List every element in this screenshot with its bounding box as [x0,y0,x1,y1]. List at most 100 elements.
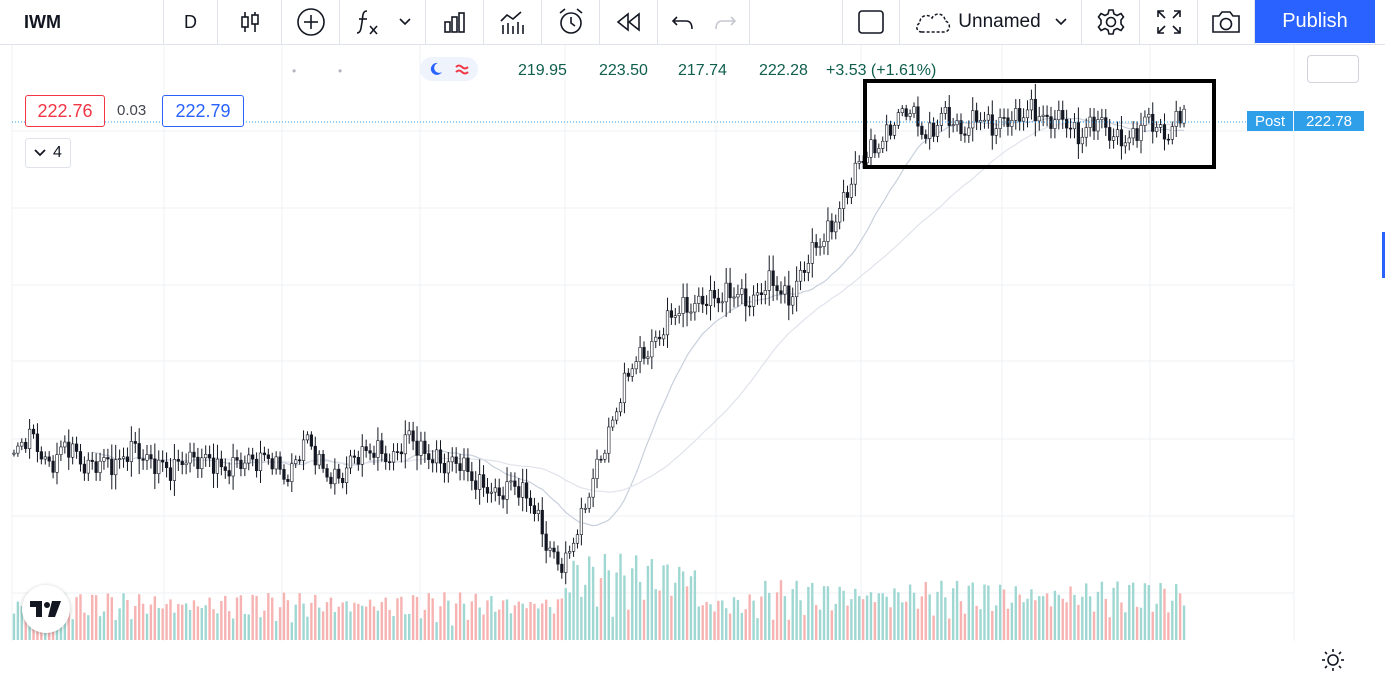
volume-bar [161,608,164,640]
volume-bar [795,580,798,640]
volume-bar [212,609,215,640]
candle [1108,118,1112,149]
interval-label: D [184,11,197,32]
layout-select-button[interactable] [842,0,900,44]
candle [149,444,153,469]
sell-button[interactable]: 222.76 [25,95,105,127]
candle [1131,121,1135,146]
volume-bar [963,613,967,640]
theme-toggle-icon[interactable] [1321,648,1345,672]
volume-bar [693,570,697,640]
volume-bar [674,582,677,640]
candle [661,327,666,346]
candle [560,557,564,579]
indicators-button[interactable] [340,0,426,44]
volume-bar [364,606,368,640]
candle [599,455,603,463]
volume-bar [177,603,180,640]
snapshot-button[interactable] [1198,0,1255,44]
grid-lines [11,45,1295,641]
candle [509,472,513,491]
volume-bar [975,605,978,640]
volume-bar [779,580,783,640]
candle [161,450,165,472]
price-chart[interactable] [0,45,1385,679]
candle [454,447,458,474]
legend-dot: • [292,64,297,78]
candle [568,545,572,559]
candle [145,444,149,470]
volume-bar [114,620,117,640]
candle [595,449,599,489]
volume-bar [869,592,873,640]
replay-button[interactable] [600,0,658,44]
symbol-search[interactable]: IWM [0,0,164,44]
volume-bar [1073,594,1076,640]
candle [356,450,360,471]
volume-bar [408,613,411,640]
candle [462,448,466,481]
volume-bar [615,572,618,640]
volume-bar [349,611,352,640]
undo-icon[interactable] [671,13,694,31]
candle [607,417,611,463]
candle [1166,133,1170,145]
candle [1049,106,1053,139]
candle [51,455,55,479]
volume-bar [513,605,517,640]
volume-bar [959,601,963,640]
volume-bar [717,600,720,640]
candle [278,451,282,475]
volume-bar [564,588,567,640]
templates-button[interactable] [426,0,484,44]
volume-bar [885,596,888,640]
volume-bar [983,584,986,640]
volume-bar [646,565,650,640]
volume-bar [916,608,920,640]
candle [399,443,403,463]
candle [341,472,345,489]
alert-button[interactable] [542,0,600,44]
candle [270,452,274,475]
candle [869,128,873,169]
candle [654,330,658,349]
interval-button[interactable]: D [164,0,218,44]
candle [247,447,251,471]
candle [348,449,353,475]
volume-bar [697,606,700,640]
volume-bar [517,601,520,640]
tradingview-logo[interactable] [22,585,70,633]
candle [1014,99,1018,130]
volume-bar [153,596,157,640]
volume-bar [838,586,841,640]
candle [434,440,439,473]
indicator-count: 4 [53,144,62,161]
settings-button[interactable] [1082,0,1140,44]
volume-bar [243,613,247,640]
square-layout-icon [858,10,884,34]
candle [141,449,145,470]
compare-button[interactable] [484,0,542,44]
volume-bar [846,605,849,640]
candle [998,108,1002,138]
volume-bar [560,598,564,640]
compare-symbol-button[interactable] [282,0,340,44]
candle [1092,108,1096,141]
price-axis-control[interactable] [1307,55,1359,83]
volume-bar [263,610,266,640]
candle [967,120,971,143]
candle [1002,108,1006,127]
session-pill[interactable] [420,57,478,81]
candle [1053,110,1057,139]
layout-name-button[interactable]: Unnamed [900,0,1082,44]
volume-bar [388,609,391,640]
buy-button[interactable]: 222.79 [162,95,244,127]
chart-type-button[interactable] [218,0,282,44]
publish-button[interactable]: Publish [1255,0,1375,43]
fullscreen-button[interactable] [1140,0,1198,44]
volume-bar [1026,598,1029,640]
redo-icon[interactable] [714,13,736,31]
volume-bar [599,578,603,640]
scroll-indicator [1382,232,1385,278]
indicators-collapse-button[interactable]: 4 [25,138,71,168]
